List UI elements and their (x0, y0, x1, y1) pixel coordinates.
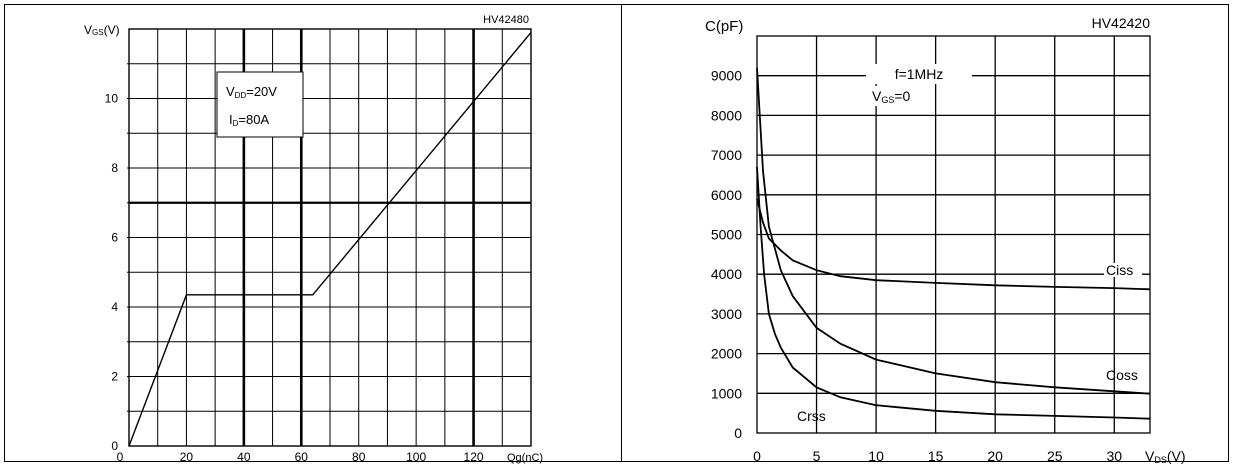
x-tick-label: 10 (868, 448, 884, 464)
y-tick-label: 4000 (711, 266, 742, 282)
x-tick-label: 0 (117, 450, 124, 464)
legend-mask (1104, 263, 1142, 277)
y-tick-label: 5000 (711, 227, 742, 243)
x-tick-label: 30 (1106, 448, 1122, 464)
y-axis-label: VGS(V) (84, 23, 120, 37)
plot-border (128, 28, 532, 447)
y-tick-label: 6000 (711, 187, 742, 203)
series-label-coss: Coss (1106, 367, 1138, 383)
x-tick-label: 20 (180, 450, 194, 464)
annotation-mask (870, 86, 926, 106)
y-axis-label: C(pF) (705, 18, 743, 35)
x-tick-label: 100 (406, 450, 426, 464)
series-label-crss: Crss (797, 408, 826, 424)
annotation-vdd: VDD=20V (226, 84, 277, 100)
panel-divider (621, 4, 622, 462)
x-axis-label: VDS(V) (1145, 448, 1186, 465)
annotation-frequency: f=1MHz (895, 66, 944, 82)
chart-title: HV42420 (1092, 15, 1151, 31)
y-tick-label: 10 (105, 92, 119, 106)
y-tick-label: 2000 (711, 346, 742, 362)
annotation-mask (866, 64, 972, 84)
x-tick-label: 120 (464, 450, 484, 464)
series-label-ciss: Ciss (1106, 262, 1133, 278)
annotation-vgs: VGS=0 (872, 88, 911, 105)
series-line-vgs (128, 32, 532, 447)
x-tick-label: 20 (987, 448, 1003, 464)
y-tick-label: 3000 (711, 306, 742, 322)
annotation-id: ID=80A (229, 112, 269, 128)
x-tick-label: 80 (352, 450, 366, 464)
x-tick-label: 15 (928, 448, 944, 464)
y-tick-label: 0 (734, 425, 742, 441)
y-tick-label: 7000 (711, 147, 742, 163)
y-tick-label: 8000 (711, 107, 742, 123)
annotation-box (216, 71, 304, 138)
series-line-crss (756, 166, 1151, 420)
series-line-ciss (756, 198, 1151, 291)
y-tick-label: 6 (111, 231, 118, 245)
x-tick-label: 40 (237, 450, 251, 464)
x-tick-label: 5 (813, 448, 821, 464)
x-tick-label: 0 (753, 448, 761, 464)
chart-title: HV42480 (483, 14, 529, 26)
y-tick-label: 8 (111, 161, 118, 175)
y-tick-label: 1000 (711, 385, 742, 401)
x-tick-label: 25 (1047, 448, 1063, 464)
figure-frame (4, 4, 1229, 462)
y-tick-label: 4 (111, 300, 118, 314)
series-line-coss (756, 67, 1151, 395)
x-axis-label: Qg(nC) (507, 452, 543, 464)
y-tick-label: 2 (111, 370, 118, 384)
y-tick-label: 0 (111, 439, 118, 453)
y-tick-label: 9000 (711, 68, 742, 84)
x-tick-label: 60 (295, 450, 309, 464)
plot-border (756, 35, 1151, 434)
